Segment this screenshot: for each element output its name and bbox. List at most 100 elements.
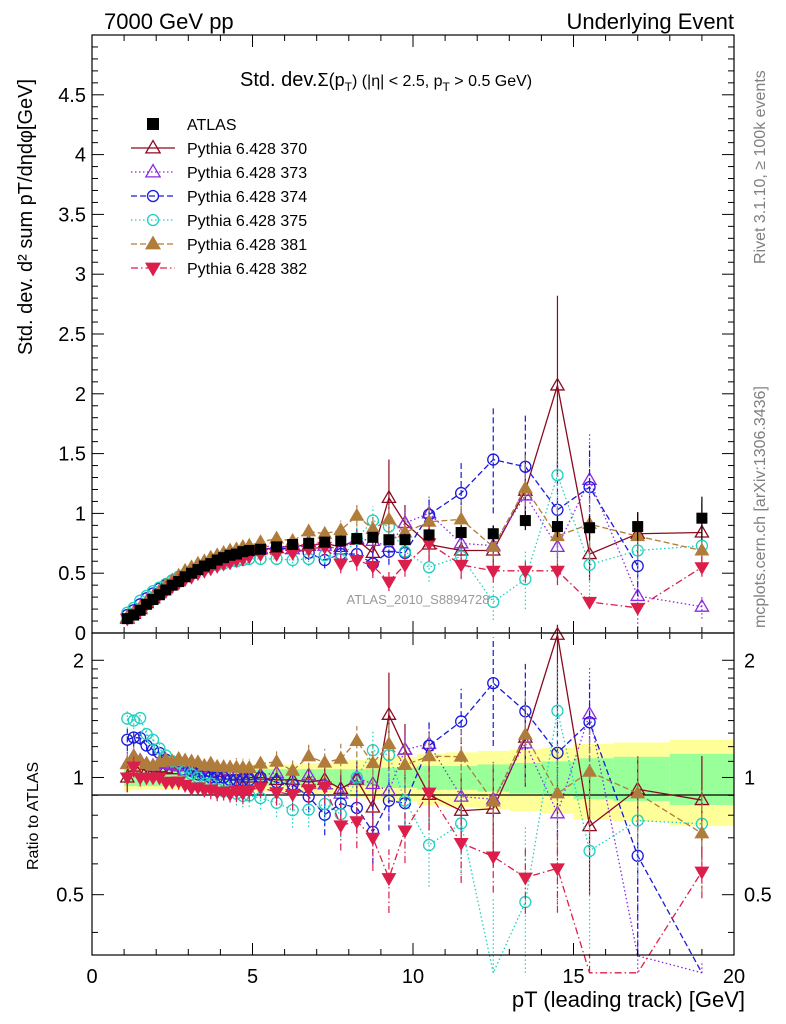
- ratio-inner-band: [396, 767, 418, 788]
- main-y-tick-label: 2.5: [58, 324, 86, 346]
- ratio-point: [517, 726, 533, 740]
- legend-label: Pythia 6.428 373: [187, 165, 307, 182]
- legend-marker: [144, 139, 162, 154]
- title-sigma: Σ(p: [317, 70, 344, 90]
- main-y-tick-label: 3: [75, 264, 86, 286]
- ratio-point: [253, 782, 268, 796]
- data-point: [584, 522, 596, 534]
- ratio-y-tick-label-right: 2: [744, 650, 755, 672]
- legend-entry: ATLAS: [147, 117, 237, 134]
- ratio-point: [381, 873, 397, 887]
- data-point: [349, 555, 365, 568]
- ratio-point: [253, 755, 268, 769]
- data-point: [255, 543, 267, 555]
- data-point: [381, 489, 397, 504]
- main-y-tick-label: 0.5: [58, 563, 86, 585]
- series-3: [121, 405, 644, 622]
- ratio-point: [241, 760, 257, 773]
- ratio-inner-band: [130, 769, 137, 787]
- ratio-point: [454, 715, 468, 728]
- ratio-point: [365, 832, 381, 846]
- title-end: > 0.5 GeV): [450, 73, 532, 90]
- main-y-tick-label: 3.5: [58, 204, 86, 226]
- ratio-y-tick-label-left: 1: [73, 767, 84, 789]
- x-tick-label: 20: [723, 966, 745, 988]
- data-point: [519, 460, 532, 473]
- legend-marker: [144, 262, 162, 277]
- data-point: [269, 530, 285, 544]
- ratio-point: [583, 716, 596, 729]
- legend-label: Pythia 6.428 374: [187, 189, 307, 206]
- data-point: [301, 523, 317, 537]
- series-1: [119, 295, 710, 624]
- ratio-point: [121, 733, 134, 746]
- data-point: [453, 535, 469, 549]
- main-plot: 0 0.5 1 1.5 2 2.5 3 3.5 4 4.5 ATLAS_2010_S8894728…: [15, 34, 735, 645]
- data-point: [397, 559, 413, 573]
- ratio-point: [422, 838, 436, 852]
- ratio-point: [694, 825, 710, 839]
- legend-entry: Pythia 6.428 375: [131, 213, 307, 230]
- legend-label: ATLAS: [187, 117, 237, 134]
- data-point: [487, 528, 499, 540]
- data-point: [335, 535, 347, 547]
- data-point: [333, 558, 349, 572]
- x-axis-ticks: 0 5 10 15 20: [86, 35, 745, 988]
- data-point: [549, 565, 565, 579]
- ratio-point: [269, 753, 285, 767]
- legend-entry: Pythia 6.428 370: [131, 139, 307, 158]
- legend-entry: Pythia 6.428 373: [131, 163, 307, 182]
- ratio-point: [133, 731, 147, 745]
- ratio-plot: 0.5 0.5 1 1 2 2 Ratio to ATLAS: [25, 624, 772, 975]
- ratio-point: [350, 771, 363, 784]
- ratio-series-6: [119, 756, 710, 974]
- ratio-point: [381, 736, 397, 750]
- ratio-y-tick-label-left: 2: [73, 650, 84, 672]
- x-tick-label: 0: [86, 966, 97, 988]
- legend-label: Pythia 6.428 381: [187, 237, 307, 254]
- ratio-point: [549, 863, 565, 877]
- data-point: [487, 453, 500, 466]
- data-point: [631, 559, 644, 573]
- data-point: [630, 602, 646, 616]
- ratio-series-layer: [119, 624, 710, 975]
- title-rest: ) (|η| < 2.5, p: [352, 73, 443, 90]
- ratio-point: [333, 820, 349, 834]
- main-y-tick-label: 4.5: [58, 85, 86, 107]
- ratio-point: [146, 733, 160, 746]
- data-point: [381, 511, 397, 525]
- data-point: [455, 527, 467, 539]
- data-point: [517, 480, 533, 494]
- data-point: [629, 587, 646, 602]
- ratio-point: [421, 787, 437, 801]
- legend-marker: [146, 189, 160, 203]
- main-y-tick-label: 4: [75, 145, 86, 167]
- ratio-point: [630, 785, 646, 799]
- legend-entry: Pythia 6.428 381: [131, 235, 307, 254]
- main-series-layer: [119, 295, 710, 632]
- ratio-inner-band: [417, 766, 446, 790]
- legend-label: Pythia 6.428 382: [187, 261, 307, 278]
- ratio-point: [517, 872, 533, 886]
- data-point: [487, 595, 500, 609]
- ratio-point: [301, 748, 317, 762]
- ratio-point: [185, 767, 198, 781]
- watermark: ATLAS_2010_S8894728: [347, 592, 490, 607]
- data-point: [551, 468, 564, 482]
- ratio-point: [583, 844, 596, 858]
- data-point: [632, 521, 644, 533]
- data-point: [271, 541, 283, 553]
- ratio-point: [349, 769, 365, 783]
- data-point: [454, 486, 468, 500]
- ratio-point: [349, 816, 365, 830]
- x-tick-label: 15: [562, 966, 584, 988]
- data-point: [453, 559, 469, 573]
- data-point: [519, 515, 531, 527]
- ratio-point: [453, 838, 469, 851]
- data-point: [694, 562, 710, 576]
- data-point: [551, 521, 563, 533]
- ratio-point: [453, 748, 469, 762]
- ratio-point: [269, 787, 285, 801]
- data-point: [399, 534, 411, 546]
